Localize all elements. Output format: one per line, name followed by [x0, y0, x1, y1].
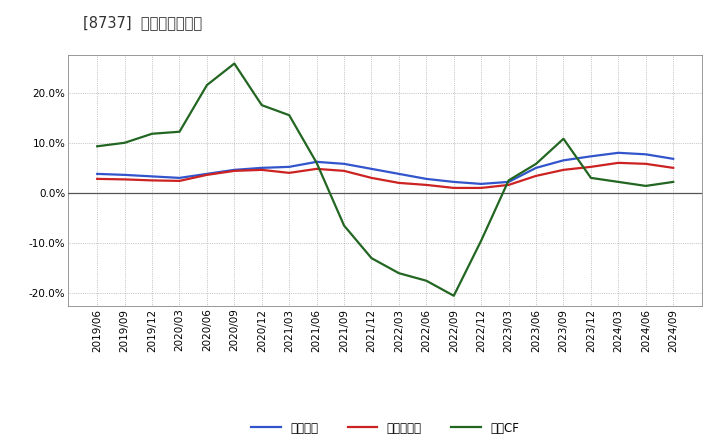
営業CF [422, 278, 431, 283]
当期純利益 [258, 167, 266, 172]
経常利益 [340, 161, 348, 166]
営業CF [202, 82, 211, 88]
営業CF [614, 179, 623, 184]
経常利益 [258, 165, 266, 171]
経常利益 [477, 181, 485, 187]
Text: [8737]  マージンの推移: [8737] マージンの推移 [83, 15, 202, 30]
営業CF [340, 223, 348, 228]
当期純利益 [614, 160, 623, 165]
経常利益 [504, 179, 513, 184]
経常利益 [148, 174, 156, 179]
当期純利益 [120, 177, 129, 182]
当期純利益 [559, 167, 568, 172]
経常利益 [669, 156, 678, 161]
経常利益 [449, 179, 458, 184]
経常利益 [120, 172, 129, 177]
経常利益 [230, 167, 238, 172]
経常利益 [285, 164, 294, 169]
営業CF [312, 160, 321, 165]
当期純利益 [148, 178, 156, 183]
Legend: 経常利益, 当期純利益, 営業CF: 経常利益, 当期純利益, 営業CF [246, 417, 524, 440]
営業CF [559, 136, 568, 141]
当期純利益 [504, 182, 513, 187]
営業CF [175, 129, 184, 134]
営業CF [477, 238, 485, 243]
営業CF [367, 256, 376, 261]
経常利益 [312, 159, 321, 165]
Line: 営業CF: 営業CF [97, 63, 673, 296]
営業CF [587, 175, 595, 180]
営業CF [258, 103, 266, 108]
営業CF [395, 271, 403, 276]
当期純利益 [532, 173, 541, 179]
営業CF [669, 179, 678, 184]
経常利益 [587, 154, 595, 159]
営業CF [532, 161, 541, 166]
営業CF [642, 183, 650, 189]
当期純利益 [449, 185, 458, 191]
当期純利益 [312, 166, 321, 172]
経常利益 [642, 152, 650, 157]
当期純利益 [395, 180, 403, 186]
経常利益 [422, 176, 431, 182]
営業CF [449, 293, 458, 298]
当期純利益 [93, 176, 102, 182]
当期純利益 [422, 182, 431, 187]
経常利益 [202, 171, 211, 176]
営業CF [230, 61, 238, 66]
営業CF [148, 131, 156, 136]
当期純利益 [340, 168, 348, 173]
経常利益 [559, 158, 568, 163]
営業CF [504, 178, 513, 183]
当期純利益 [202, 172, 211, 177]
Line: 経常利益: 経常利益 [97, 153, 673, 184]
経常利益 [175, 175, 184, 180]
当期純利益 [175, 178, 184, 183]
当期純利益 [285, 170, 294, 176]
営業CF [120, 140, 129, 145]
経常利益 [532, 165, 541, 171]
当期純利益 [477, 185, 485, 191]
Line: 当期純利益: 当期純利益 [97, 163, 673, 188]
当期純利益 [642, 161, 650, 166]
経常利益 [395, 171, 403, 176]
経常利益 [614, 150, 623, 155]
当期純利益 [367, 175, 376, 180]
経常利益 [367, 166, 376, 172]
当期純利益 [669, 165, 678, 171]
営業CF [285, 113, 294, 118]
当期純利益 [587, 164, 595, 169]
経常利益 [93, 171, 102, 176]
当期純利益 [230, 168, 238, 173]
営業CF [93, 143, 102, 149]
